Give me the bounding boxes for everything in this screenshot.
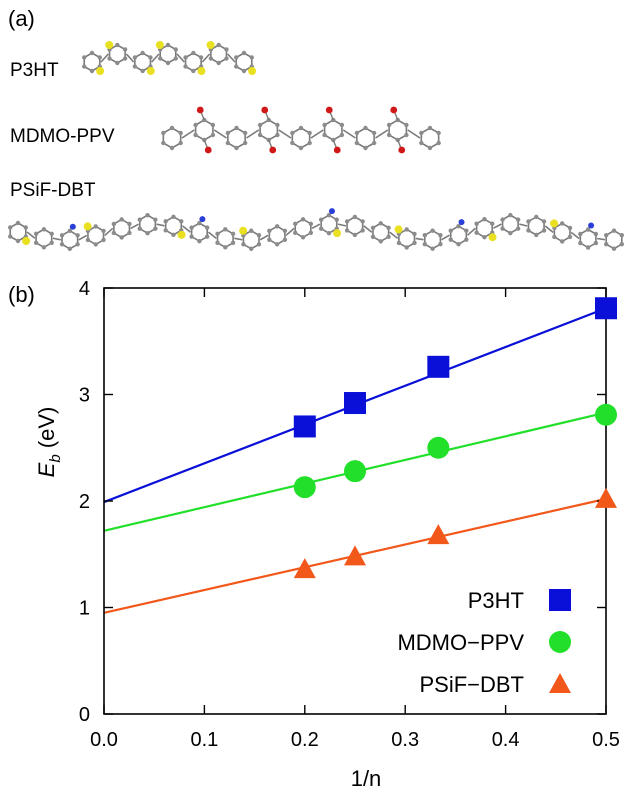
molecule-label-mdmo-ppv: MDMO-PPV xyxy=(10,126,115,147)
y-tick-label: 3 xyxy=(79,385,90,407)
x-tick-label: 0.3 xyxy=(391,729,419,751)
y-axis-label: Eb (eV) xyxy=(34,407,64,478)
panel-a-label: (a) xyxy=(8,6,35,31)
data-point-0-2 xyxy=(427,355,450,378)
data-point-0-0 xyxy=(293,415,316,438)
psif-dbt-structure-image xyxy=(8,208,624,251)
data-point-2-2 xyxy=(427,524,450,545)
y-tick-label: 2 xyxy=(79,491,90,513)
x-tick-label: 0.5 xyxy=(592,729,620,751)
x-tick-label: 0.0 xyxy=(90,729,118,751)
x-tick-label: 0.4 xyxy=(492,729,520,751)
p3ht-structure-image xyxy=(82,41,257,75)
data-point-1-0 xyxy=(293,476,316,499)
data-point-2-1 xyxy=(344,545,366,566)
legend-marker-0 xyxy=(549,589,571,611)
y-tick-label: 0 xyxy=(79,704,90,726)
x-axis-label: 1/n xyxy=(351,766,382,791)
legend-marker-2 xyxy=(549,673,571,693)
legend-label-1: MDMO−PPV xyxy=(397,630,524,655)
plot-frame xyxy=(103,287,607,715)
legend-label-2: PSiF−DBT xyxy=(419,672,524,697)
legend-label-0: P3HT xyxy=(468,588,524,613)
panel-b-label: (b) xyxy=(8,282,35,307)
data-point-1-2 xyxy=(427,436,450,459)
legend-marker-1 xyxy=(549,631,571,653)
data-point-1-3 xyxy=(595,403,617,426)
molecule-label-p3ht: P3HT xyxy=(10,60,59,81)
data-point-0-3 xyxy=(595,297,617,320)
x-tick-label: 0.1 xyxy=(190,729,218,751)
y-tick-label: 1 xyxy=(79,598,90,620)
molecule-label-psif-dbt: PSiF-DBT xyxy=(10,180,96,201)
x-tick-label: 0.2 xyxy=(291,729,319,751)
eb-vs-inverse-n-chart: Eb (eV) 1/n 0.0 0.1 0.2 0.3 0.4 0.5 0 1 2 3 4 P3HT M… xyxy=(34,278,620,791)
data-point-0-1 xyxy=(344,392,366,415)
svg-text:Eb (eV): Eb (eV) xyxy=(34,407,64,478)
data-point-1-1 xyxy=(344,460,366,483)
mdmo-ppv-structure-image xyxy=(161,106,441,154)
data-point-2-0 xyxy=(293,558,316,579)
y-tick-label: 4 xyxy=(79,278,90,300)
data-point-2-3 xyxy=(595,487,617,508)
